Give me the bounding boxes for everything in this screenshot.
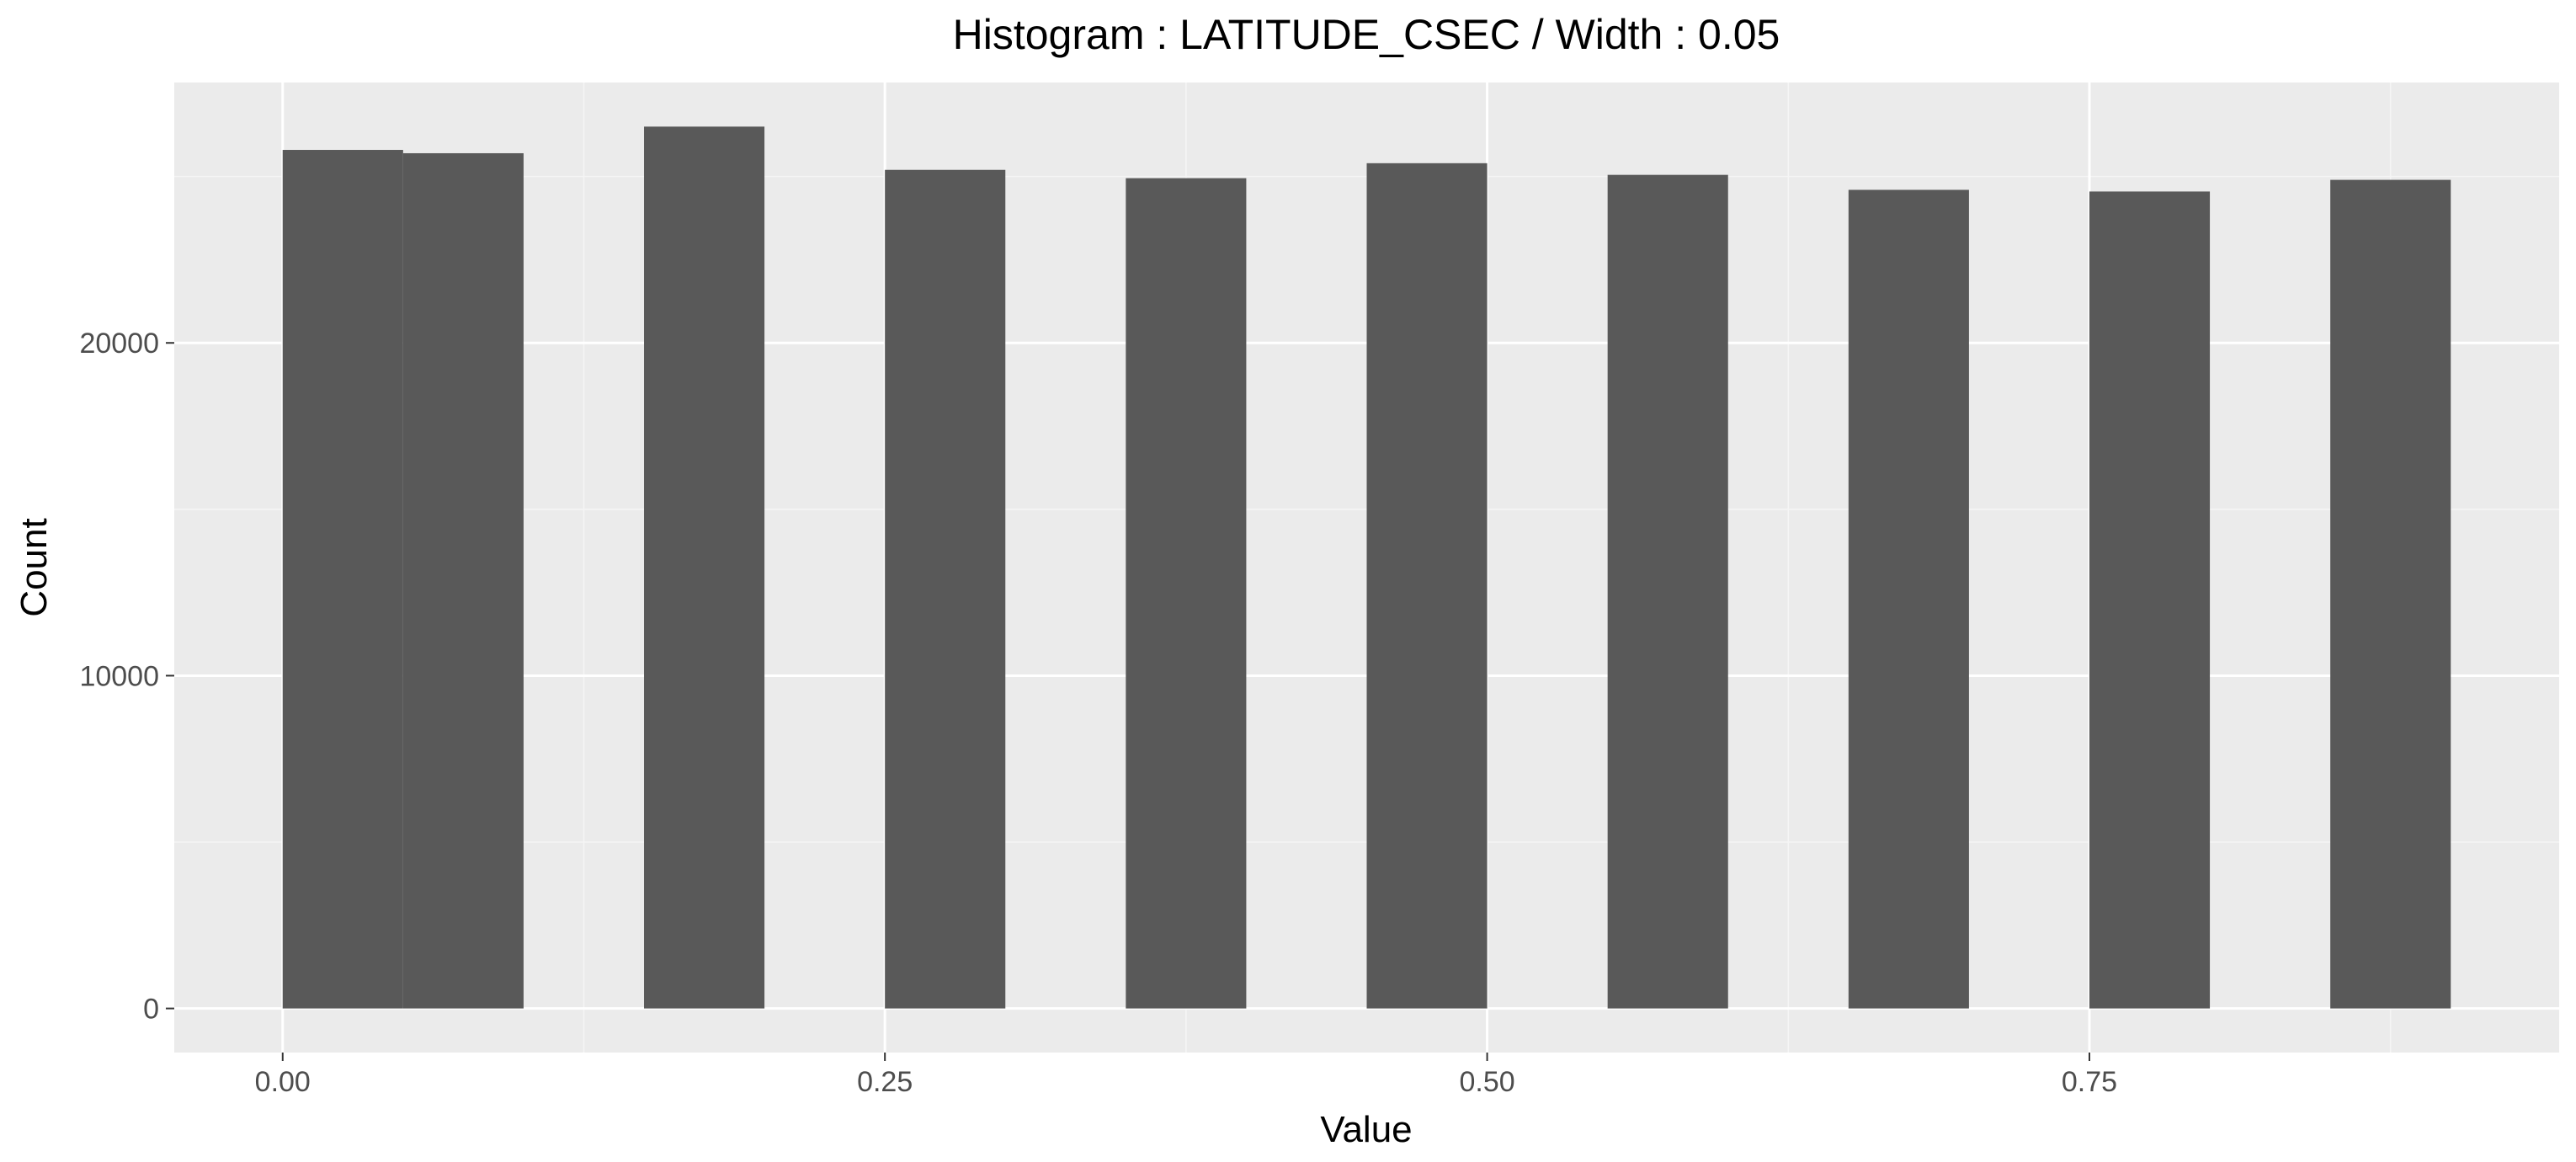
histogram-bar [1366,163,1488,1009]
histogram-bar [644,126,765,1009]
histogram-bar [2089,191,2211,1009]
y-axis-title: Count [13,518,55,616]
y-tick-label: 20000 [79,328,159,360]
x-axis-title: Value [1320,1109,1412,1150]
x-tick-label: 0.50 [1459,1066,1514,1098]
histogram-bar [1607,174,1728,1009]
histogram-bar [282,150,403,1009]
axes: 0.00 0.25 0.50 0.75 0 10000 20000 [79,328,2117,1098]
histogram-bar [885,169,1006,1009]
x-tick-label: 0.25 [857,1066,913,1098]
chart-title: Histogram : LATITUDE_CSEC / Width : 0.05 [953,11,1780,58]
histogram-bar [1848,189,1969,1009]
histogram-bars [282,126,2451,1009]
y-tick-label: 0 [143,994,159,1026]
histogram-bar [402,152,524,1009]
y-tick-label: 10000 [79,660,159,692]
x-tick-label: 0.75 [2062,1066,2117,1098]
histogram-bar [1126,178,1247,1009]
x-tick-label: 0.00 [255,1066,311,1098]
histogram-bar [2330,179,2451,1009]
